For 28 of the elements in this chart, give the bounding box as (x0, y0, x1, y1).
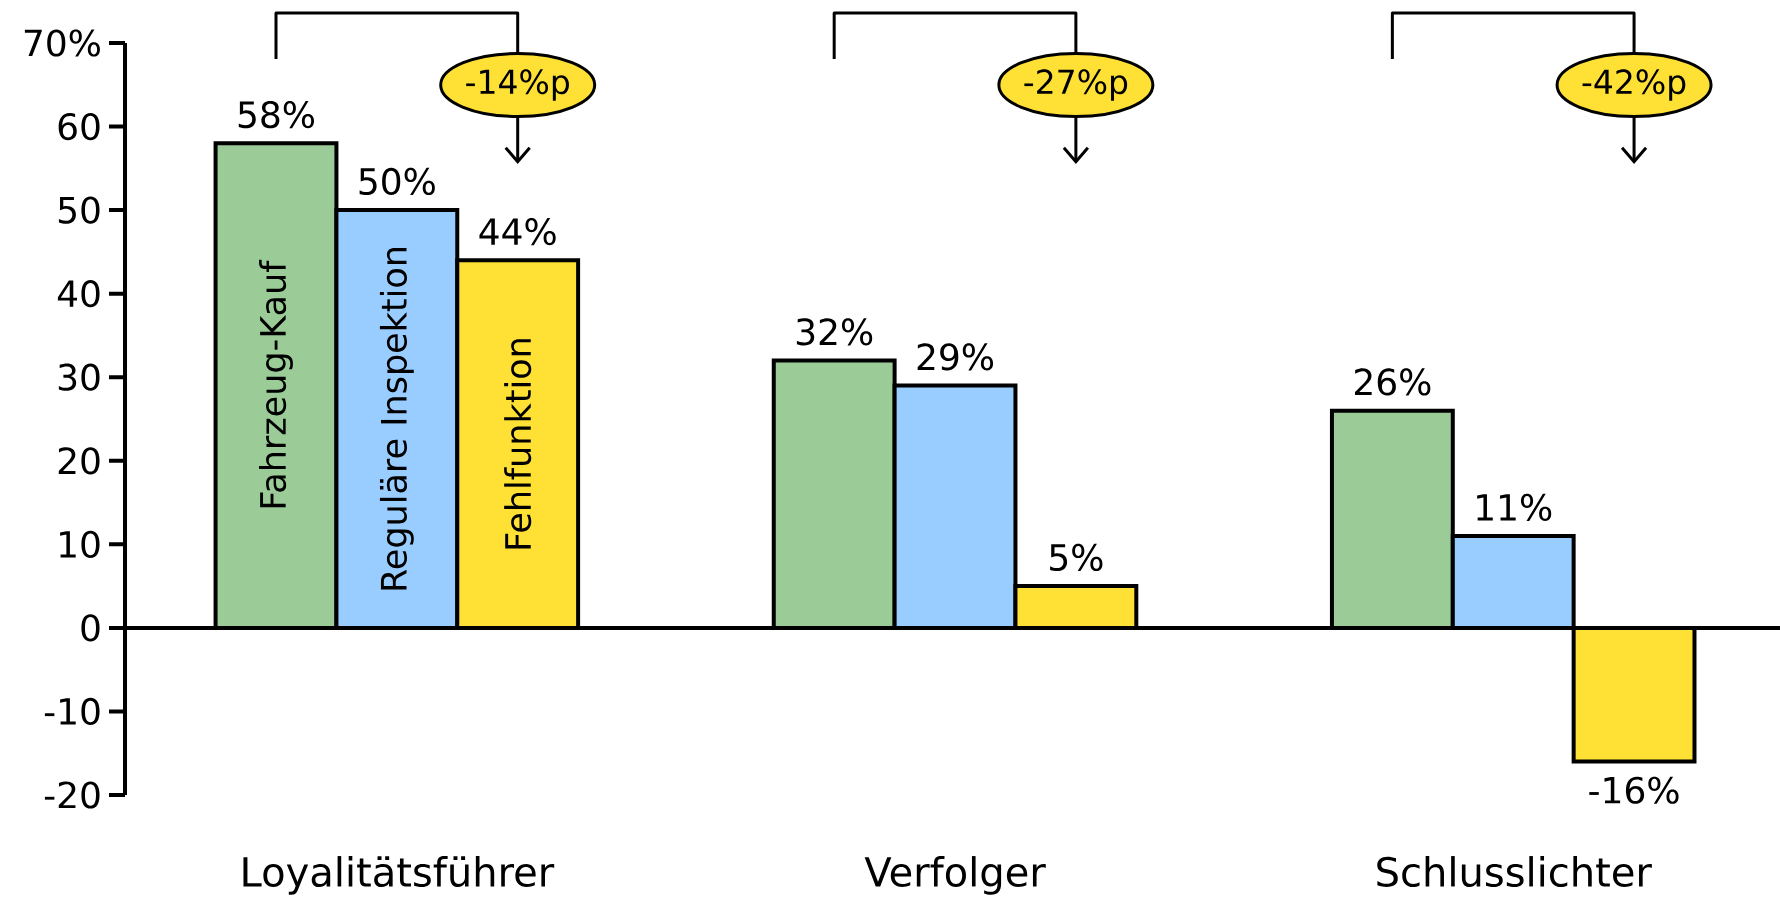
annotation: -14%p (466, 69, 569, 101)
y-tick-label: 50 (58, 196, 100, 224)
annotation: -27%p (1024, 69, 1128, 101)
data-label: 29% (917, 343, 994, 371)
x-tick-label: Verfolger (864, 856, 1046, 895)
y-tick-label: 40 (57, 280, 100, 308)
data-label: 11% (1477, 493, 1552, 521)
x-tick-label: Loyalitätsführer (243, 856, 555, 895)
series-label: Fahrzeug-Kauf (259, 259, 293, 508)
data-label: 26% (1354, 368, 1431, 396)
y-tick-label: 60 (58, 112, 100, 141)
y-tick-label: 20 (58, 447, 100, 475)
data-label: 32% (796, 318, 873, 346)
y-tick-label: -20 (44, 781, 100, 809)
data-label: 50% (359, 167, 435, 196)
annotation: -42%p (1582, 69, 1686, 101)
y-tick-label: 70% (24, 29, 100, 57)
y-tick-label: 30 (58, 363, 100, 391)
data-label: 44% (479, 217, 556, 246)
x-tick-label: Schlusslichter (1377, 856, 1652, 888)
y-tick-label: 10 (60, 530, 100, 558)
y-tick-label: 0 (81, 614, 100, 642)
series-label: Fehlfunktion (504, 339, 532, 549)
series-label: Reguläre Inspektion (379, 248, 414, 590)
data-label: -16% (1589, 776, 1679, 804)
data-label: 5% (1050, 543, 1103, 572)
y-tick-label: -10 (44, 697, 100, 726)
data-label: 58% (238, 100, 314, 129)
